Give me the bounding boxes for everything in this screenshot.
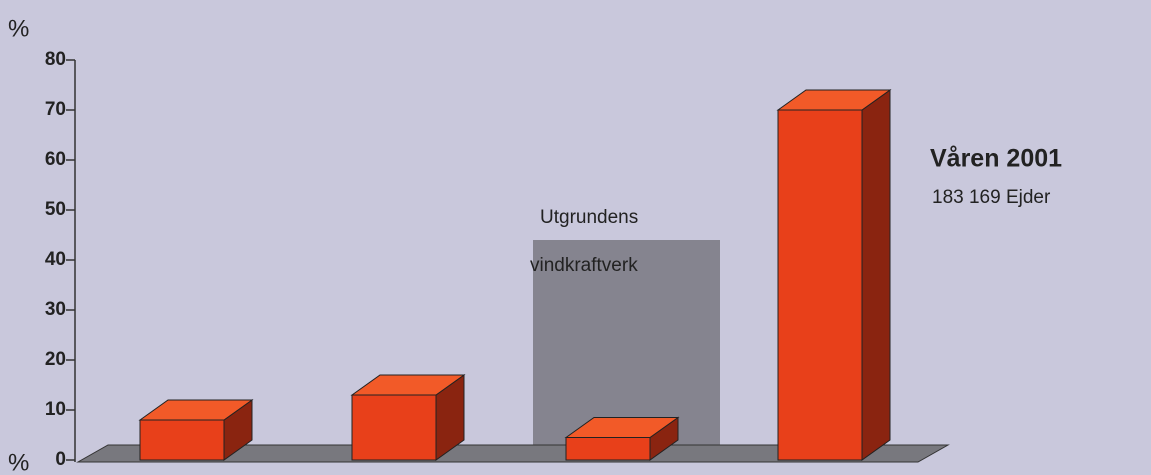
y-tick-label: 40: [45, 249, 66, 270]
y-tick-label: 0: [55, 449, 66, 470]
annotation: vindkraftverk: [530, 255, 638, 276]
floor: [76, 444, 950, 463]
y-tick-label: 10: [45, 399, 66, 420]
annotation: 183 169 Ejder: [932, 187, 1051, 208]
y-axis-label: %: [8, 15, 29, 42]
y-tick-label: 70: [45, 99, 66, 120]
wind-farm-area: [533, 240, 720, 445]
bar: [565, 437, 651, 461]
bar: [351, 394, 437, 461]
bar-side: [861, 89, 891, 461]
annotation: Utgrundens: [540, 207, 638, 228]
y-tick-label: 80: [45, 49, 66, 70]
y-tick-label: 50: [45, 199, 66, 220]
annotation: %: [8, 449, 29, 475]
bar: [139, 419, 225, 461]
annotation: Våren 2001: [930, 145, 1062, 173]
y-tick-label: 30: [45, 299, 66, 320]
y-tick-label: 20: [45, 349, 66, 370]
y-tick-label: 60: [45, 149, 66, 170]
bar: [777, 109, 863, 461]
